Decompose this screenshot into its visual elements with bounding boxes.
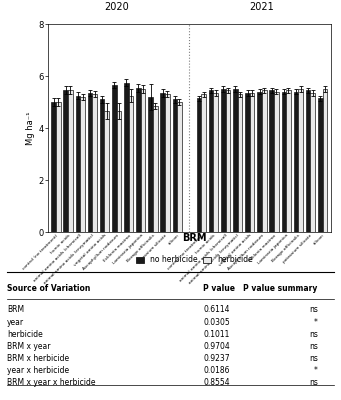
Text: *: * — [314, 366, 318, 375]
Legend: no herbicide, herbicide: no herbicide, herbicide — [134, 254, 254, 266]
Text: 0.9704: 0.9704 — [203, 342, 230, 350]
Bar — [306, 90, 310, 232]
Bar — [318, 98, 323, 232]
Text: ns: ns — [309, 330, 318, 338]
Text: BRM x herbicide: BRM x herbicide — [7, 354, 69, 362]
Bar — [173, 99, 177, 232]
Bar — [250, 93, 254, 232]
Bar — [129, 96, 133, 232]
Bar — [141, 89, 145, 232]
Text: 2021: 2021 — [250, 2, 274, 12]
Text: 0.0186: 0.0186 — [203, 366, 230, 375]
Bar — [238, 94, 242, 232]
Text: ns: ns — [309, 354, 318, 362]
Text: herbicide: herbicide — [7, 330, 43, 338]
Text: 0.8554: 0.8554 — [203, 378, 230, 387]
Text: ns: ns — [309, 306, 318, 314]
Text: year x herbicide: year x herbicide — [7, 366, 69, 375]
Text: ns: ns — [309, 342, 318, 350]
Bar — [104, 111, 109, 232]
Bar — [80, 97, 85, 232]
Bar — [160, 93, 165, 232]
Bar — [148, 97, 153, 232]
Bar — [269, 90, 274, 232]
Text: BRM x year x herbicide: BRM x year x herbicide — [7, 378, 95, 387]
Bar — [76, 96, 80, 232]
Text: BRM: BRM — [7, 306, 24, 314]
Text: 2020: 2020 — [104, 2, 129, 12]
Y-axis label: Mg ha⁻¹: Mg ha⁻¹ — [26, 111, 35, 145]
Text: year: year — [7, 318, 24, 326]
Text: 0.1011: 0.1011 — [203, 330, 229, 338]
Bar — [298, 89, 303, 232]
Text: P value: P value — [203, 284, 235, 294]
Bar — [282, 92, 286, 232]
Bar — [63, 90, 68, 232]
Bar — [56, 102, 61, 232]
Bar — [221, 89, 226, 232]
Bar — [209, 90, 213, 232]
Bar — [286, 90, 291, 232]
Bar — [136, 88, 141, 232]
Bar — [117, 111, 121, 232]
Bar — [88, 93, 92, 232]
Bar — [226, 90, 230, 232]
Text: ns: ns — [309, 378, 318, 387]
Text: P value summary: P value summary — [243, 284, 318, 294]
Bar — [274, 92, 279, 232]
Bar — [323, 89, 327, 232]
Bar — [100, 99, 104, 232]
Bar — [112, 85, 117, 232]
Bar — [257, 92, 262, 232]
Bar — [51, 102, 56, 232]
Text: *: * — [314, 318, 318, 326]
Bar — [294, 92, 298, 232]
Text: 0.0305: 0.0305 — [203, 318, 230, 326]
Bar — [310, 93, 315, 232]
Text: 0.9237: 0.9237 — [203, 354, 230, 362]
Text: 0.6114: 0.6114 — [203, 306, 230, 314]
Text: BRM: BRM — [182, 233, 207, 243]
Text: BRM x year: BRM x year — [7, 342, 50, 350]
Bar — [197, 98, 202, 232]
Bar — [233, 89, 238, 232]
Bar — [165, 94, 169, 232]
Bar — [262, 90, 267, 232]
Bar — [245, 93, 250, 232]
Bar — [177, 102, 182, 232]
Bar — [153, 106, 158, 232]
Bar — [92, 94, 97, 232]
Bar — [202, 94, 206, 232]
Bar — [68, 90, 73, 232]
Bar — [124, 82, 129, 232]
Bar — [213, 93, 218, 232]
Text: Source of Variation: Source of Variation — [7, 284, 90, 294]
